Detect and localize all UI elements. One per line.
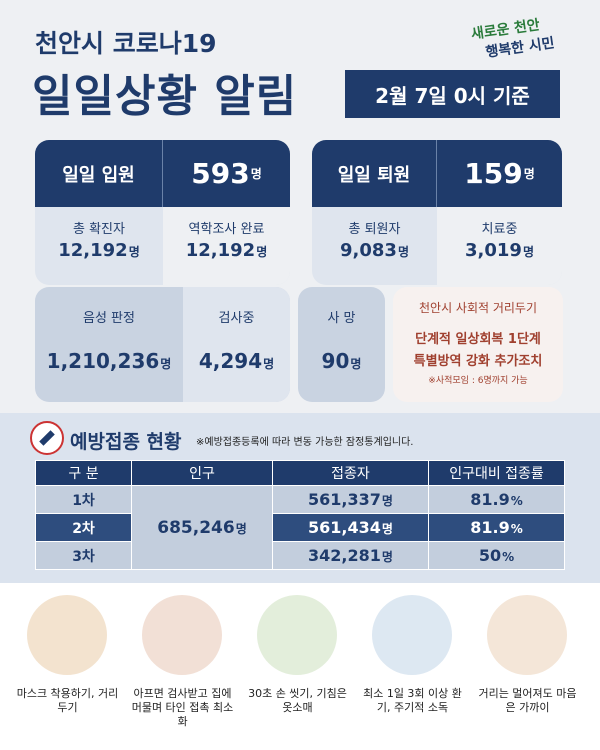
number: 685,246 xyxy=(157,517,235,538)
tips-section: 마스크 착용하기, 거리두기 아프면 검사받고 집에 머물며 타인 접촉 최소화 3… xyxy=(0,583,600,750)
tip-illustration xyxy=(372,595,452,675)
unit: 명 xyxy=(397,245,409,259)
label: 치료중 xyxy=(481,222,518,237)
title: 일일상황 알림 xyxy=(32,71,298,122)
tip-caption: 최소 1일 3회 이상 환기, 주기적 소독 xyxy=(363,687,462,714)
number: 3,019 xyxy=(465,240,522,261)
discharge-card: 일일 퇴원 159 명 총 퇴원자 9,083명 치료중 3,019명 xyxy=(312,140,562,285)
unit: 명 xyxy=(250,167,262,181)
label: 음성 판정 xyxy=(83,311,135,326)
distancing-note: ※사적모임 : 6명까지 가능 xyxy=(428,376,528,386)
unit: 명 xyxy=(523,167,535,181)
section-note: ※예방접종등록에 따라 변동 가능한 잠정통계입니다. xyxy=(196,437,414,448)
value: 4,294명 xyxy=(183,349,290,373)
header-cell: 구 분 xyxy=(35,460,132,486)
unit: % xyxy=(510,522,523,536)
section-title: 예방접종 현황 xyxy=(70,431,182,453)
row-label: 2차 xyxy=(35,513,132,542)
distancing-card: 천안시 사회적 거리두기 단계적 일상회복 1단계 특별방역 강화 추가조치 ※… xyxy=(393,287,563,402)
unit: 명 xyxy=(381,494,393,508)
value: 3,019명 xyxy=(437,240,562,261)
number: 159 xyxy=(464,157,523,190)
date: 2월 7일 0시 기준 xyxy=(345,70,560,118)
subtitle: 천안시 코로나19 xyxy=(35,29,217,58)
value: 159 명 xyxy=(437,140,562,207)
value: 1,210,236명 xyxy=(35,349,183,373)
row-label: 1차 xyxy=(35,485,132,514)
label: 사 망 xyxy=(327,311,356,326)
distancing-line: 단계적 일상회복 1단계 xyxy=(415,332,541,347)
unit: 명 xyxy=(381,550,393,564)
distancing-line: 특별방역 강화 추가조치 xyxy=(413,354,543,369)
tip-illustration xyxy=(257,595,337,675)
unit: 명 xyxy=(235,521,247,536)
header-cell: 접종자 xyxy=(272,460,429,486)
label: 총 퇴원자 xyxy=(348,222,401,237)
value: 593 명 xyxy=(163,140,290,207)
number: 50 xyxy=(478,546,502,565)
number: 561,434 xyxy=(308,518,381,537)
distancing-title: 천안시 사회적 거리두기 xyxy=(418,301,538,315)
unit: 명 xyxy=(350,357,362,371)
test-card: 음성 판정 1,210,236명 검사중 4,294명 xyxy=(35,287,290,402)
tip-caption: 아프면 검사받고 집에 머물며 타인 접촉 최소화 xyxy=(131,687,234,728)
tip-illustration xyxy=(142,595,222,675)
unit: 명 xyxy=(128,245,140,259)
number: 90 xyxy=(321,349,350,373)
number: 12,192 xyxy=(58,240,128,261)
label: 일일 퇴원 xyxy=(312,140,437,207)
tip-caption: 거리는 멀어져도 마음은 가까이 xyxy=(478,687,577,714)
label: 검사중 xyxy=(218,311,255,326)
value: 12,192명 xyxy=(163,240,290,261)
death-card: 사 망 90명 xyxy=(298,287,385,402)
value: 90명 xyxy=(298,349,385,373)
label: 역학조사 완료 xyxy=(188,222,265,237)
number: 4,294 xyxy=(198,349,263,373)
logo: 새로운 천안 행복한 시민 xyxy=(470,13,556,64)
unit: 명 xyxy=(256,245,268,259)
value: 9,083명 xyxy=(312,240,437,261)
number: 593 xyxy=(191,157,250,190)
unit: 명 xyxy=(263,357,275,371)
number: 1,210,236 xyxy=(46,349,160,373)
header-cell: 인구 xyxy=(131,460,273,486)
vaccine-icon xyxy=(30,421,64,455)
unit: 명 xyxy=(381,522,393,536)
tip-caption: 마스크 착용하기, 거리두기 xyxy=(16,687,119,714)
number: 12,192 xyxy=(185,240,256,261)
unit: 명 xyxy=(160,357,172,371)
unit: % xyxy=(502,550,515,564)
label: 일일 입원 xyxy=(35,140,163,207)
header-cell: 인구대비 접종률 xyxy=(428,460,565,486)
value: 12,192명 xyxy=(35,240,163,261)
row-label: 3차 xyxy=(35,541,132,570)
number: 561,337 xyxy=(308,490,381,509)
admission-card: 일일 입원 593 명 총 확진자 12,192명 역학조사 완료 12,192명 xyxy=(35,140,290,285)
number: 81.9 xyxy=(470,518,510,537)
number: 81.9 xyxy=(470,490,510,509)
tip-illustration xyxy=(487,595,567,675)
unit: % xyxy=(510,494,523,508)
number: 9,083 xyxy=(340,240,397,261)
number: 342,281 xyxy=(308,546,381,565)
population-cell: 685,246명 xyxy=(131,485,273,570)
label: 총 확진자 xyxy=(73,222,125,237)
unit: 명 xyxy=(522,245,534,259)
tip-illustration xyxy=(27,595,107,675)
vaccination-table: 구 분 인구 접종자 인구대비 접종률 1차 685,246명 561,337명 81… xyxy=(35,460,565,570)
tip-caption: 30초 손 씻기, 기침은 옷소매 xyxy=(248,687,347,714)
